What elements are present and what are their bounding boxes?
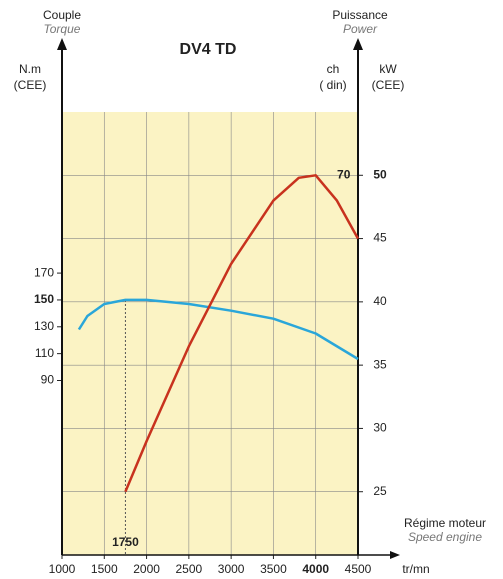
kw-unit: kW — [379, 62, 397, 76]
y2-tick-label: 40 — [373, 294, 387, 308]
y-tick-label: 170 — [34, 265, 54, 279]
x-axis-title: Régime moteur — [404, 516, 486, 530]
x-tick-label: 4500 — [345, 562, 372, 576]
x-tick-label: 4000 — [302, 562, 329, 576]
x-axis-arrow — [390, 551, 400, 559]
peak-label: 70 — [337, 167, 351, 181]
y-tick-label: 150 — [34, 292, 54, 306]
right-axis-subtitle: Power — [343, 22, 378, 36]
series-line — [124, 174, 360, 493]
x-tick-label: 3500 — [260, 562, 287, 576]
y2-tick-label: 50 — [373, 167, 387, 181]
right-axis-title: Puissance — [332, 8, 388, 22]
x-tick-label: 2000 — [133, 562, 160, 576]
left-axis-subtitle: Torque — [44, 22, 81, 36]
x-tick-label: 2500 — [176, 562, 203, 576]
x-tick-label: 1500 — [91, 562, 118, 576]
x-axis-subtitle: Speed engine — [408, 530, 482, 544]
x-axis-unit: tr/mn — [402, 562, 429, 576]
y-tick-label: 90 — [41, 373, 55, 387]
x-tick-label: 1000 — [49, 562, 76, 576]
right-axis-arrow — [353, 38, 363, 50]
left-axis-title: Couple — [43, 8, 81, 22]
y2-tick-label: 25 — [373, 484, 387, 498]
y-tick-label: 110 — [35, 346, 54, 360]
y-tick-label: 130 — [34, 319, 54, 333]
plot-background — [62, 112, 358, 555]
left-axis-unit: N.m — [19, 62, 41, 76]
series-line — [77, 298, 359, 361]
x-tick-label: 3000 — [218, 562, 245, 576]
y2-tick-label: 35 — [373, 357, 387, 371]
chart-title: DV4 TD — [180, 41, 237, 58]
ch-unit: ch — [327, 62, 340, 76]
left-axis-arrow — [57, 38, 67, 50]
left-axis-unit2: (CEE) — [14, 78, 47, 92]
ch-unit2: ( din) — [319, 78, 346, 92]
y2-tick-label: 30 — [373, 421, 387, 435]
kw-unit2: (CEE) — [372, 78, 405, 92]
y2-tick-label: 45 — [373, 231, 387, 245]
marker-label: 1750 — [112, 535, 139, 549]
